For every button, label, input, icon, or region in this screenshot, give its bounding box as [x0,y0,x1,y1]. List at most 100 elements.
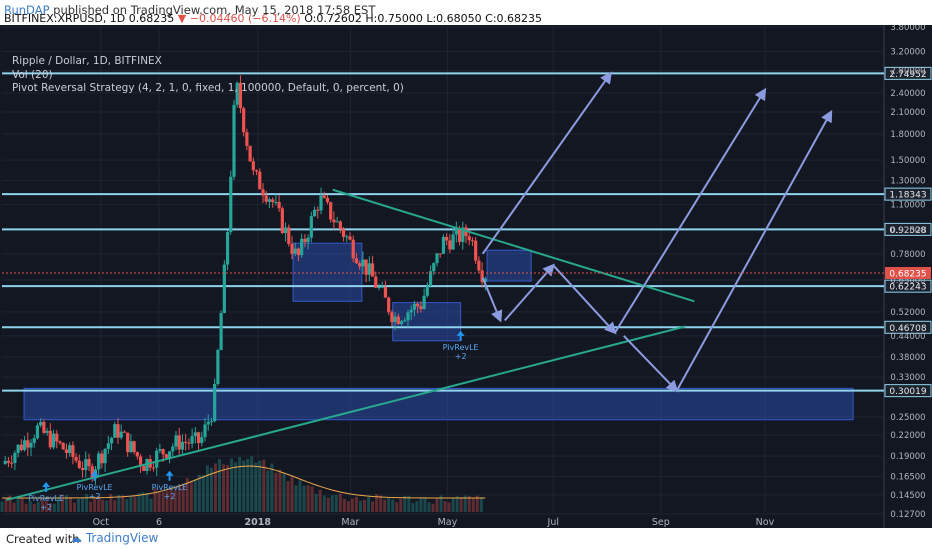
level-label-0: 2.74952 [889,70,926,80]
published-line: RunDAP published on TradingView.com, May… [4,3,375,17]
candle-body [454,228,458,235]
candle-body [13,452,17,464]
chart-area[interactable]: 2.74952 1.18343 0.92528 0.62243 0.46708 0.300… [0,23,932,528]
candle-body [316,209,320,211]
candle-body [58,441,62,443]
volume-bar [16,496,20,512]
volume-bar [201,475,205,512]
y-tick-label-17: 0.22000 [890,431,925,441]
candle-body [319,195,323,211]
signal-label-3: PivRevLE [443,343,479,352]
y-tick-label-11: 0.65000 [890,276,925,286]
candle-body [10,462,14,464]
candle-body [138,456,143,467]
volume-bar [435,498,439,512]
candle-body [409,309,413,313]
volume-bar [242,460,246,512]
level-label-box-3 [884,279,932,293]
volume-bar [157,492,161,512]
volume-bar [443,501,447,512]
candle-body [16,444,20,453]
volume-bar [40,497,44,512]
volume-bar [230,458,234,512]
volume-bar [387,498,391,512]
projection-arrow-4 [614,87,767,334]
cloud-icon: ☁ [70,531,82,545]
current-zone-may [486,249,532,282]
volume-bar [101,499,105,512]
volume-bar [310,486,314,512]
last-price-box [885,267,931,280]
level-label-box-0 [884,66,932,80]
candle-body [428,271,433,286]
candle-body [251,161,255,171]
volume-bar [36,501,40,512]
volume-bar [318,489,322,512]
candle-body [206,421,210,425]
volume-bar [262,459,266,512]
candle-body [129,441,133,453]
volume-bar [4,497,8,512]
candle-body [432,263,436,272]
indicator-volume[interactable]: Vol (20) [12,68,53,81]
candle-body [180,441,185,450]
volume-bar [254,462,258,512]
volume-bar [306,485,310,512]
volume-bar [226,464,230,512]
projection-arrow-6 [675,109,833,392]
candle-body [3,460,7,464]
candle-body [461,227,465,242]
price-chart[interactable]: 2.74952 1.18343 0.92528 0.62243 0.46708 0.300… [0,23,932,528]
volume-bar [133,496,137,512]
created-with-text: Created with [6,532,80,546]
volume-bar [169,490,173,512]
candle-body [35,425,40,439]
candle-body [296,248,301,256]
volume-bar [403,495,407,512]
price-change: −0.04460 (−6.14%) [189,12,301,25]
volume-bar [185,477,189,512]
volume-bar [383,499,387,512]
level-label-box-2 [884,222,932,236]
candle-body [380,286,384,288]
y-tick-label-21: 0.12700 [890,510,925,520]
tradingview-logo[interactable]: ☁ TradingView [70,531,158,545]
candle-body [358,263,362,267]
volume-bar [12,502,16,512]
candle-body [77,460,81,468]
y-tick-label-20: 0.14500 [890,491,925,501]
candle-body [90,466,94,479]
candle-body [477,260,481,271]
level-label-5: 0.30019 [889,387,926,397]
volume-bar [375,493,379,512]
level-label-2: 0.92528 [889,226,926,236]
volume-bar [209,467,213,512]
indicator-strategy[interactable]: Pivot Reversal Strategy (4, 2, 1, 0, fix… [12,82,404,94]
volume-bar [415,501,419,512]
candle-body [312,209,317,217]
candle-body [109,437,114,444]
y-tick-label-0: 3.80000 [890,25,925,33]
candle-body [457,228,462,242]
candle-body [367,263,371,275]
y-tick-label-1: 3.20000 [890,48,925,58]
x-tick-label-3: Mar [341,517,359,528]
volume-bar [44,501,48,512]
volume-bar [322,495,326,512]
candle-body [200,437,204,444]
volume-bar [427,502,431,512]
tradingview-brand: TradingView [85,531,159,545]
projection-arrow-3 [552,264,617,335]
volume-bar [342,498,346,512]
volume-bar [0,501,4,512]
candle-body [216,350,220,385]
volume-bar [423,497,427,512]
author-link[interactable]: RunDAP [4,3,50,17]
candle-body [300,238,304,256]
level-label-4: 0.46708 [889,324,926,334]
symbol-label: BITFINEX:XRPUSD, 1D [4,12,126,25]
projection-arrow-0 [481,71,612,255]
volume-bar [64,495,68,512]
candle-body [229,176,233,233]
volume-bar [234,462,238,512]
